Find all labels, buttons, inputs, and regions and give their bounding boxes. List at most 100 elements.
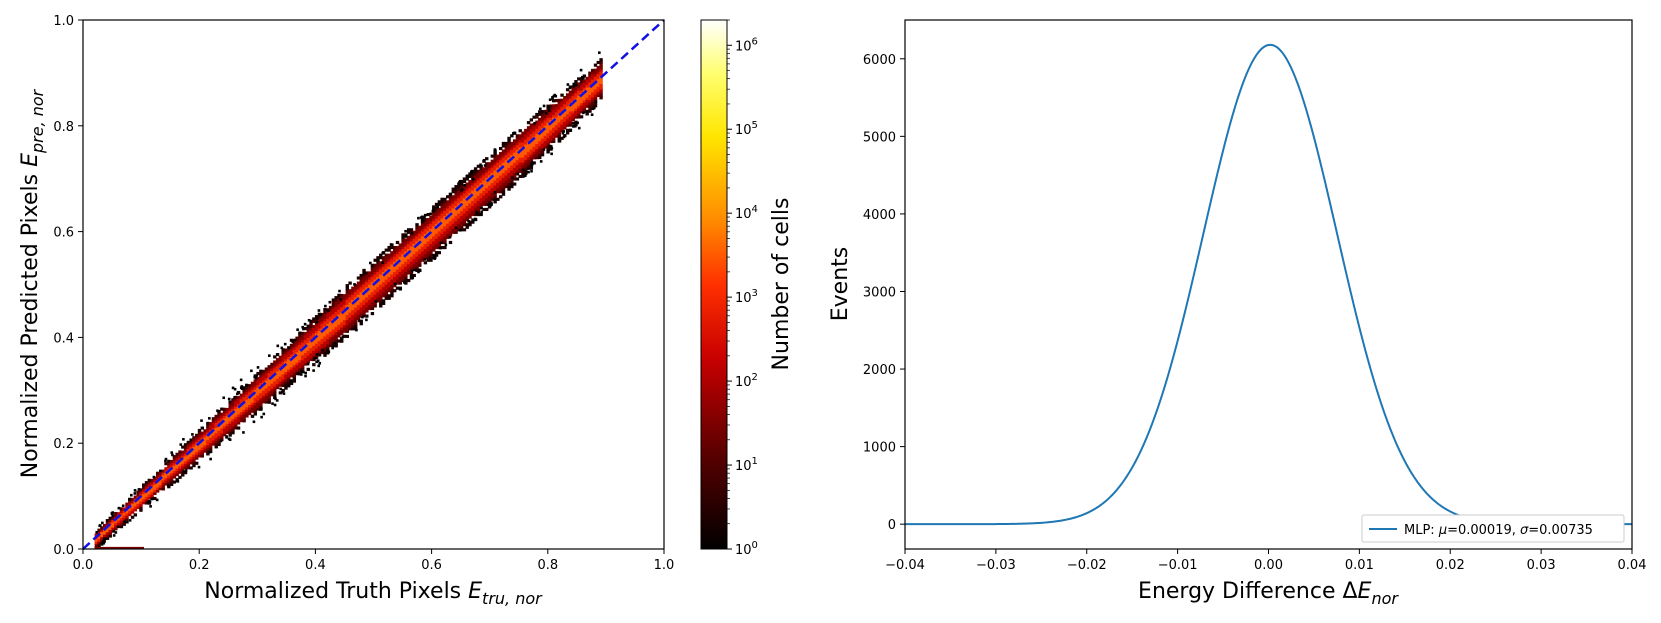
heatmap-cell — [342, 327, 347, 331]
heatmap-cell — [351, 306, 355, 311]
heatmap-cell — [206, 439, 210, 443]
heatmap-cell — [579, 89, 584, 93]
heatmap-cell — [334, 303, 338, 307]
heatmap-cell — [175, 479, 179, 483]
heatmap-cell — [373, 284, 377, 288]
heatmap-cell — [591, 96, 595, 100]
heatmap-cell — [248, 409, 252, 413]
heatmap-cell — [148, 499, 151, 503]
heatmap-cell — [287, 363, 291, 368]
heatmap-cell — [300, 349, 305, 353]
heatmap-cell — [432, 212, 436, 217]
heatmap-cell — [192, 461, 196, 465]
heatmap-cell — [167, 467, 171, 471]
heatmap-cell — [426, 253, 430, 257]
heatmap-cell — [181, 445, 185, 449]
heatmap-cell — [459, 220, 464, 224]
heatmap-cell — [334, 313, 338, 317]
heatmap-cell — [476, 164, 481, 168]
heatmap-cell — [440, 210, 444, 214]
heatmap-cell — [267, 395, 271, 399]
heatmap-cell — [459, 212, 464, 217]
heatmap-cell — [582, 76, 585, 80]
heatmap-cell — [356, 286, 361, 290]
heatmap-cell — [457, 218, 461, 222]
heatmap-cell — [222, 407, 227, 411]
heatmap-cell — [471, 200, 475, 204]
heatmap-cell — [323, 308, 327, 312]
heatmap-cell — [490, 169, 495, 173]
heatmap-cell — [579, 68, 583, 72]
heatmap-cell — [119, 517, 124, 521]
heatmap-cell — [390, 273, 394, 278]
heatmap-cell — [482, 177, 486, 181]
heatmap-cell — [395, 276, 400, 280]
heatmap-cell — [264, 385, 269, 389]
heatmap-cell — [473, 197, 478, 201]
heatmap-cell — [172, 475, 177, 479]
heatmap-cell — [303, 326, 308, 331]
heatmap-cell — [172, 465, 177, 469]
heatmap-cell — [398, 276, 402, 280]
heatmap-cell — [448, 215, 453, 219]
heatmap-cell — [259, 397, 263, 401]
heatmap-cell — [130, 493, 133, 497]
heatmap-cell — [557, 109, 561, 113]
heatmap-cell — [532, 133, 536, 137]
heatmap-cell — [97, 543, 101, 547]
heatmap-cell — [233, 396, 236, 399]
heatmap-cell — [108, 519, 112, 523]
heatmap-cell — [289, 346, 294, 350]
heatmap-cell — [483, 164, 487, 167]
heatmap-cell — [462, 185, 467, 189]
heatmap-cell — [420, 251, 425, 255]
heatmap-cell — [493, 197, 497, 201]
heatmap-cell — [222, 396, 226, 400]
heatmap-cell — [535, 133, 539, 137]
heatmap-cell — [298, 339, 302, 343]
heatmap-cell — [429, 251, 433, 255]
heatmap-cell — [557, 101, 561, 105]
heatmap-cell — [404, 263, 408, 267]
heatmap-cell — [443, 228, 447, 232]
heatmap-cell — [418, 225, 422, 229]
heatmap-cell — [222, 417, 227, 422]
heatmap-cell — [379, 286, 383, 290]
heatmap-cell — [273, 355, 277, 359]
heatmap-cell — [331, 326, 336, 330]
heatmap-cell — [303, 337, 308, 341]
heatmap-cell — [105, 536, 110, 540]
heatmap-cell — [284, 366, 288, 370]
heatmap-cell — [323, 323, 327, 327]
heatmap-cell — [239, 386, 243, 389]
heatmap-cell — [446, 220, 450, 224]
heatmap-cell — [228, 438, 232, 441]
heatmap-cell — [459, 210, 464, 214]
heatmap-cell — [130, 505, 135, 509]
heatmap-cell — [328, 328, 333, 332]
heatmap-cell — [203, 447, 207, 451]
heatmap-cell — [524, 146, 528, 150]
heatmap-cell — [342, 314, 347, 318]
heatmap-cell — [485, 187, 489, 191]
heatmap-cell — [133, 503, 138, 507]
heatmap-cell — [415, 266, 419, 270]
heatmap-cell — [256, 379, 260, 383]
heatmap-cell — [510, 182, 514, 186]
heatmap-cell — [278, 383, 283, 387]
heatmap-cell — [119, 507, 124, 511]
heatmap-cell — [454, 202, 458, 206]
heatmap-cell — [211, 427, 216, 431]
heatmap-cell — [499, 195, 503, 199]
heatmap-cell — [370, 284, 375, 288]
heatmap-cell — [295, 369, 299, 373]
heatmap-cell — [476, 192, 481, 196]
heatmap-cell — [521, 154, 525, 158]
heatmap-cell — [529, 141, 534, 145]
heatmap-cell — [465, 182, 469, 186]
heatmap-cell — [284, 361, 288, 365]
heatmap-cell — [384, 276, 389, 280]
heatmap-cell — [451, 223, 455, 227]
heatmap-cell — [351, 291, 355, 295]
